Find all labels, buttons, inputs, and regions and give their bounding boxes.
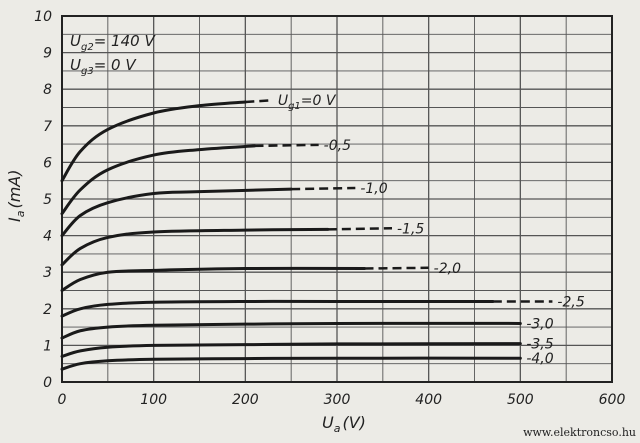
y-tick-label: 10 [34,9,52,25]
series-line [60,342,522,358]
series-line [60,144,256,216]
plot-frame [61,15,613,383]
series-line [60,321,522,340]
y-tick-label: 2 [43,302,52,318]
y-tick-label: 3 [43,265,52,281]
x-tick-label: 300 [324,392,351,408]
series-line [60,356,522,371]
y-tick-label: 5 [43,192,52,208]
y-tick-label: 8 [43,82,52,98]
curves [60,98,553,371]
y-tick-label: 1 [43,338,52,354]
y-tick-label: 4 [43,229,52,245]
series-label: -1,5 [397,221,424,237]
grid [61,15,613,383]
series-dashed-extension [254,143,319,148]
x-tick-label: 400 [415,392,442,408]
series-label: -3,0 [526,316,553,332]
y-tick-label: 6 [43,155,52,171]
x-tick-label: 100 [140,392,167,408]
y-tick-label: 7 [43,119,52,135]
condition-ug3: Ug3= 0 V [70,56,137,77]
x-tick-label: 0 [58,392,67,408]
y-ticks: 0 1 2 3 4 5 6 7 8 9 10 [34,9,52,391]
series-label: Ug1=0 V [278,93,337,112]
x-axis-label: Ua (V) [322,413,366,435]
series-dashed-extension [364,266,429,270]
curve-labels: Ug1=0 V -0,5 -1,0 -1,5 -2,0 -2,5-3,0 -3,5-4,0 [278,93,585,367]
series-line [60,299,495,318]
series-line [60,266,366,292]
series-label: -1,0 [360,181,387,197]
series-label: -4,0 [526,351,553,367]
x-ticks: 0 100 200 300 400 500 600 [58,392,626,408]
x-tick-label: 500 [507,392,534,408]
series-label: -0,5 [324,138,351,154]
series-dashed-extension [327,227,393,231]
series-dashed-extension [291,186,356,191]
series-label: -2,5 [557,294,584,310]
condition-ug2: Ug2= 140 V [70,32,156,53]
series-label: -3,5 [526,337,553,353]
x-tick-label: 600 [599,392,626,408]
series-line [60,227,330,267]
y-tick-label: 0 [43,375,52,391]
series-dashed-extension [245,98,273,104]
x-tick-label: 200 [232,392,259,408]
y-axis-label: Ia(mA) [5,170,27,222]
series-line [60,187,293,238]
y-tick-label: 9 [43,46,52,62]
series-line [60,100,247,183]
series-label: -2,0 [434,261,461,277]
watermark: www.elektroncso.hu [523,426,636,439]
